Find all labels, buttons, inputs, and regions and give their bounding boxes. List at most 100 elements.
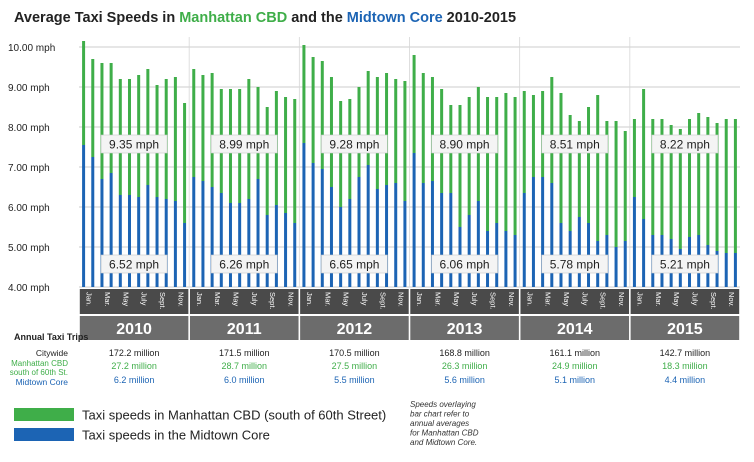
midtown-speed-bar <box>247 199 251 287</box>
midtown-annual-average-label-box: 5.21 mph <box>651 254 719 274</box>
midtown-speed-bar <box>100 179 104 287</box>
title-cbd: Manhattan CBD <box>179 10 287 26</box>
year-band <box>79 316 189 340</box>
midtown-speed-bar <box>724 253 728 287</box>
cbd-speed-bar <box>293 99 297 223</box>
month-tick-label: Sept. <box>378 292 387 310</box>
cbd-speed-bar <box>596 95 600 241</box>
cbd-annual-average-label-box: 9.35 mph <box>100 134 168 154</box>
midtown-speed-bar <box>302 143 306 287</box>
midtown-speed-bar <box>293 223 297 287</box>
midtown-speed-bar <box>403 201 407 287</box>
cbd-speed-bar <box>394 79 398 183</box>
label-box <box>210 134 278 154</box>
month-tick-label: July <box>580 292 589 306</box>
citywide-row-label: Citywide <box>36 348 68 358</box>
year-label: 2010 <box>116 321 152 338</box>
midtown-speed-bar <box>164 199 168 287</box>
chart-title: Average Taxi Speeds in Manhattan CBD and… <box>14 10 516 26</box>
cbd-speed-bar <box>412 55 416 153</box>
cbd-speed-bar <box>265 107 269 215</box>
year-label: 2013 <box>447 321 483 338</box>
month-tick-label: Sept. <box>489 292 498 310</box>
cbd-speed-bar <box>467 97 471 215</box>
midtown-speed-bar <box>265 215 269 287</box>
year-band <box>300 316 409 340</box>
year-label: 2014 <box>557 321 593 338</box>
citywide-trips-value: 168.8 million <box>439 348 490 358</box>
footnote-line: annual averages <box>410 419 469 428</box>
midtown-speed-bar <box>632 197 636 287</box>
citywide-trips-value: 161.1 million <box>549 348 600 358</box>
midtown-speed-bar <box>522 193 526 287</box>
title-part-1: Average Taxi Speeds in <box>14 10 179 26</box>
month-tick-label: July <box>140 292 149 306</box>
midtown-speed-bar <box>467 215 471 287</box>
midtown-trips-value: 5.6 million <box>444 375 485 385</box>
midtown-speed-bar <box>320 169 324 287</box>
midtown-speed-bar <box>274 205 278 287</box>
cbd-speed-bar <box>577 121 581 217</box>
label-box <box>210 254 278 274</box>
midtown-speed-bar <box>256 179 260 287</box>
midtown-trips-value: 6.2 million <box>114 375 155 385</box>
cbd-speed-bar <box>559 93 563 223</box>
month-tick-label: Mar. <box>103 292 112 307</box>
midtown-speed-bar <box>109 173 113 287</box>
month-tick-label: Nov. <box>176 292 185 307</box>
year-band <box>630 316 740 340</box>
citywide-trips-value: 170.5 million <box>329 348 380 358</box>
cbd-speed-bar <box>651 119 655 235</box>
cbd-annual-average-label: 9.35 mph <box>109 138 159 152</box>
month-tick-label: Jan. <box>195 292 204 306</box>
cbd-speed-bar <box>357 87 361 177</box>
month-tick-label: Nov. <box>727 292 736 307</box>
cbd-speed-bar <box>724 119 728 253</box>
cbd-speed-bar <box>100 63 104 179</box>
month-tick-label: Mar. <box>433 292 442 307</box>
midtown-speed-bar <box>412 153 416 287</box>
midtown-speed-bar <box>329 187 333 287</box>
midtown-speed-bar <box>394 183 398 287</box>
midtown-annual-average-label: 6.26 mph <box>219 258 269 272</box>
midtown-speed-bar <box>642 219 646 287</box>
midtown-speed-bar <box>118 195 122 287</box>
month-tick-label: Nov. <box>617 292 626 307</box>
month-band <box>410 289 519 314</box>
month-tick-label: Nov. <box>397 292 406 307</box>
title-midtown: Midtown Core <box>347 10 443 26</box>
year-band <box>189 316 299 340</box>
midtown-speed-bar <box>228 203 232 287</box>
cbd-speed-bar <box>504 93 508 231</box>
cbd-speed-bar <box>513 97 517 235</box>
label-box <box>541 254 609 274</box>
midtown-speed-bar <box>421 183 425 287</box>
cbd-speed-bar <box>339 101 343 207</box>
footnote-line: for Manhattan CBD <box>410 429 479 438</box>
cbd-speed-bar <box>284 97 288 213</box>
cbd-speed-bar <box>403 81 407 201</box>
label-box <box>321 254 388 274</box>
midtown-speed-bar <box>375 189 379 287</box>
month-band <box>189 289 299 314</box>
cbd-speed-bar <box>715 123 719 251</box>
cbd-row-label-line2: south of 60th St. <box>10 368 68 377</box>
cbd-trips-value: 18.3 million <box>662 361 708 371</box>
y-tick-label: 5.00 mph <box>8 243 50 254</box>
month-tick-label: July <box>250 292 259 306</box>
midtown-speed-bar <box>201 181 205 287</box>
month-tick-label: May <box>231 292 240 306</box>
midtown-speed-bar <box>623 241 627 287</box>
cbd-speed-bar <box>210 73 214 187</box>
midtown-trips-value: 6.0 million <box>224 375 265 385</box>
midtown-trips-value: 5.1 million <box>554 375 595 385</box>
y-tick-label: 6.00 mph <box>8 203 50 214</box>
cbd-trips-value: 27.5 million <box>332 361 378 371</box>
midtown-speed-bar <box>173 201 177 287</box>
y-tick-label: 8.00 mph <box>8 123 50 134</box>
cbd-speed-bar <box>329 77 333 187</box>
month-tick-label: Jan. <box>305 292 314 306</box>
month-band <box>630 289 740 314</box>
cbd-annual-average-label-box: 8.51 mph <box>541 134 609 154</box>
month-band <box>79 289 189 314</box>
